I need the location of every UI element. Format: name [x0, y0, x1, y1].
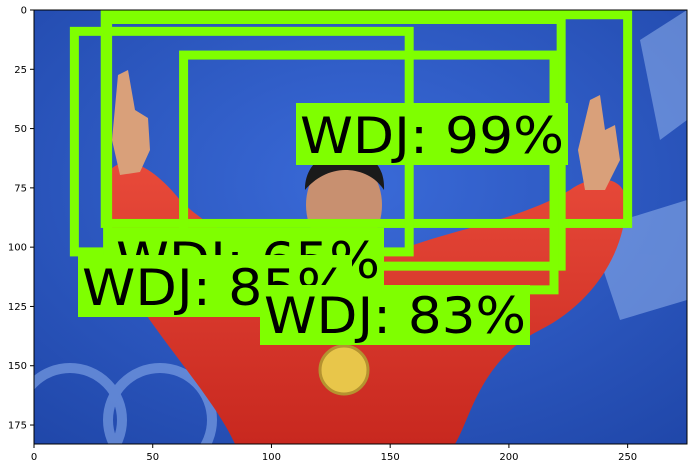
- y-tick-label: 150: [8, 361, 27, 372]
- x-tick-label: 150: [381, 452, 400, 463]
- detection-label: WDJ: 83%: [260, 285, 530, 345]
- plot-frame: [33, 9, 688, 445]
- y-tick-label: 100: [8, 243, 27, 254]
- detection-label-text: WDJ: 83%: [264, 287, 526, 345]
- right-hand: [578, 95, 620, 190]
- x-tick-label: 100: [262, 452, 281, 463]
- photo: WDJ: 99%WDJ: 65%WDJ: 85%WDJ: 83%: [34, 10, 687, 444]
- olympic-rings-watermark: [34, 363, 217, 444]
- x-tick-label: 50: [146, 452, 159, 463]
- x-axis: 0 50 100 150 200 250: [31, 444, 637, 463]
- detection-labels: WDJ: 99%WDJ: 65%WDJ: 85%WDJ: 83%: [78, 103, 568, 345]
- left-hand: [112, 70, 150, 175]
- x-tick-label: 250: [618, 452, 637, 463]
- detection-label-text: WDJ: 99%: [300, 107, 564, 165]
- y-axis: 0 25 50 75 100 125 150 175: [8, 6, 34, 432]
- gold-medal: [318, 344, 370, 396]
- y-tick-label: 25: [14, 65, 27, 76]
- x-tick-label: 0: [31, 452, 37, 463]
- label-background: [260, 285, 530, 345]
- y-tick-label: 0: [21, 6, 27, 17]
- label-background: [296, 103, 568, 165]
- x-tick-label: 200: [499, 452, 518, 463]
- detection-label: WDJ: 99%: [296, 103, 568, 165]
- y-tick-label: 125: [8, 302, 27, 313]
- y-tick-label: 50: [14, 124, 27, 135]
- y-tick-label: 175: [8, 421, 27, 432]
- y-tick-label: 75: [14, 183, 27, 194]
